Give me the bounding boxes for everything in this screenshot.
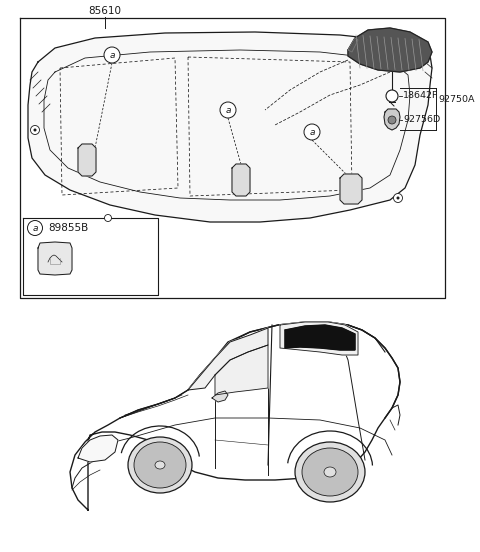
Text: 85610: 85610 [88,6,121,16]
Text: 89855B: 89855B [48,223,88,233]
Polygon shape [232,164,250,196]
Circle shape [386,90,398,102]
Polygon shape [285,325,355,350]
Text: 92756D: 92756D [403,115,440,125]
Polygon shape [340,174,362,204]
Polygon shape [38,242,72,275]
Circle shape [220,102,236,118]
Polygon shape [348,28,432,72]
Text: 18642F: 18642F [403,92,438,100]
Polygon shape [188,328,268,390]
Ellipse shape [134,442,186,488]
Circle shape [27,220,43,236]
Circle shape [31,125,39,135]
Circle shape [394,194,403,203]
Circle shape [396,197,399,199]
Polygon shape [280,322,358,355]
Ellipse shape [302,448,358,496]
Polygon shape [384,109,400,130]
Ellipse shape [155,461,165,469]
Text: 92750A: 92750A [438,95,475,104]
Text: a: a [309,128,315,137]
Polygon shape [78,144,96,176]
Circle shape [304,124,320,140]
Polygon shape [78,435,118,462]
Polygon shape [28,32,432,222]
Ellipse shape [295,442,365,502]
Circle shape [105,215,111,221]
Polygon shape [215,345,268,395]
Circle shape [104,47,120,63]
Polygon shape [212,391,228,402]
Text: a: a [225,106,231,115]
Text: a: a [109,51,115,60]
Circle shape [34,129,36,131]
Ellipse shape [324,467,336,477]
Ellipse shape [128,437,192,493]
Circle shape [388,116,396,124]
Polygon shape [70,322,400,510]
Text: a: a [32,224,38,233]
